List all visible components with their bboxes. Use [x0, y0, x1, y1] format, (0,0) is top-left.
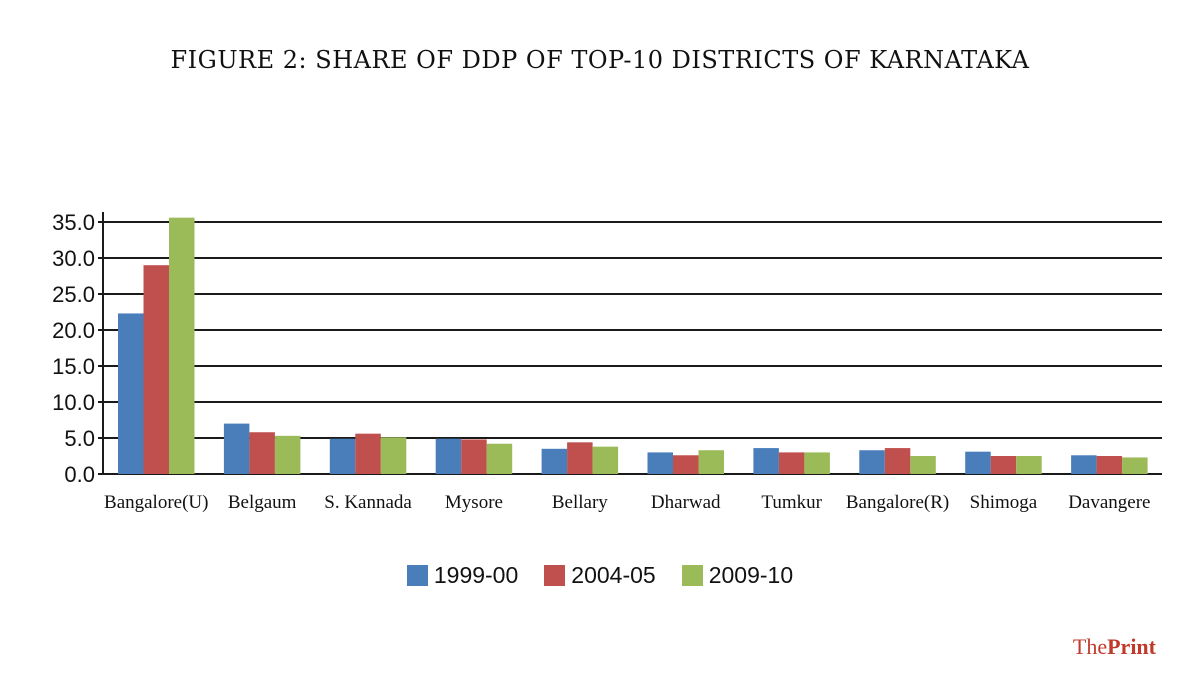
x-tick-label: Shimoga: [970, 492, 1038, 513]
brand-logo: ThePrint: [1073, 634, 1156, 660]
bar: [380, 437, 407, 474]
legend-swatch: [681, 565, 703, 586]
bar: [461, 439, 487, 474]
brand-logo-part2: Print: [1107, 634, 1156, 659]
bar: [1096, 456, 1123, 474]
bar: [778, 452, 805, 474]
bar: [329, 438, 356, 474]
bar: [223, 423, 250, 474]
legend-item: 2004-05: [544, 562, 656, 589]
bar: [673, 455, 699, 474]
legend-swatch: [544, 565, 566, 586]
brand-logo-part1: The: [1072, 634, 1108, 659]
x-tick-label: Dharwad: [651, 492, 721, 513]
x-tick-label: Davangere: [1068, 492, 1150, 513]
legend-item: 2009-10: [681, 562, 794, 589]
bar: [1016, 456, 1042, 474]
y-tick-label: 20.0: [52, 318, 95, 343]
bar: [965, 451, 991, 474]
legend-item: 1999-00: [406, 562, 519, 589]
y-tick-label: 30.0: [52, 246, 95, 271]
y-tick-label: 25.0: [52, 282, 95, 307]
y-tick-label: 35.0: [52, 210, 95, 235]
bar: [118, 313, 144, 474]
bar: [698, 450, 724, 474]
bar: [990, 456, 1017, 474]
x-tick-label: Bangalore(U): [104, 492, 208, 513]
bar: [910, 456, 936, 474]
bar: [1122, 457, 1148, 474]
bar: [541, 448, 568, 474]
x-tick-label: Tumkur: [761, 492, 822, 513]
bar: [753, 448, 779, 474]
bar: [1071, 455, 1097, 474]
bar: [592, 446, 619, 474]
bar: [567, 442, 593, 474]
bar: [435, 438, 462, 474]
legend-label: 2004-05: [571, 562, 656, 588]
bar: [355, 433, 381, 474]
x-tick-label: Belgaum: [228, 492, 297, 513]
bar: [486, 443, 513, 474]
legend: 1999-00 2004-05 2009-10: [0, 562, 1200, 589]
legend-swatch: [406, 565, 428, 586]
bar: [249, 432, 275, 474]
bar: [274, 435, 301, 474]
chart-title: FIGURE 2: SHARE OF DDP OF TOP-10 DISTRIC…: [170, 46, 1030, 74]
bar: [143, 265, 169, 474]
bar: [647, 452, 673, 474]
bar: [804, 452, 830, 474]
y-tick-label: 0.0: [64, 462, 95, 487]
x-tick-label: Mysore: [445, 492, 503, 513]
bar: [169, 217, 195, 474]
x-tick-label: Bellary: [552, 492, 608, 513]
y-tick-label: 5.0: [64, 426, 95, 451]
legend-label: 2009-10: [708, 562, 794, 588]
bar: [859, 450, 885, 474]
legend-label: 1999-00: [433, 562, 519, 588]
x-tick-label: S. Kannada: [324, 492, 412, 513]
y-tick-label: 15.0: [52, 354, 95, 379]
y-tick-label: 10.0: [52, 390, 95, 415]
x-tick-label: Bangalore(R): [846, 492, 949, 513]
bar: [884, 448, 911, 474]
